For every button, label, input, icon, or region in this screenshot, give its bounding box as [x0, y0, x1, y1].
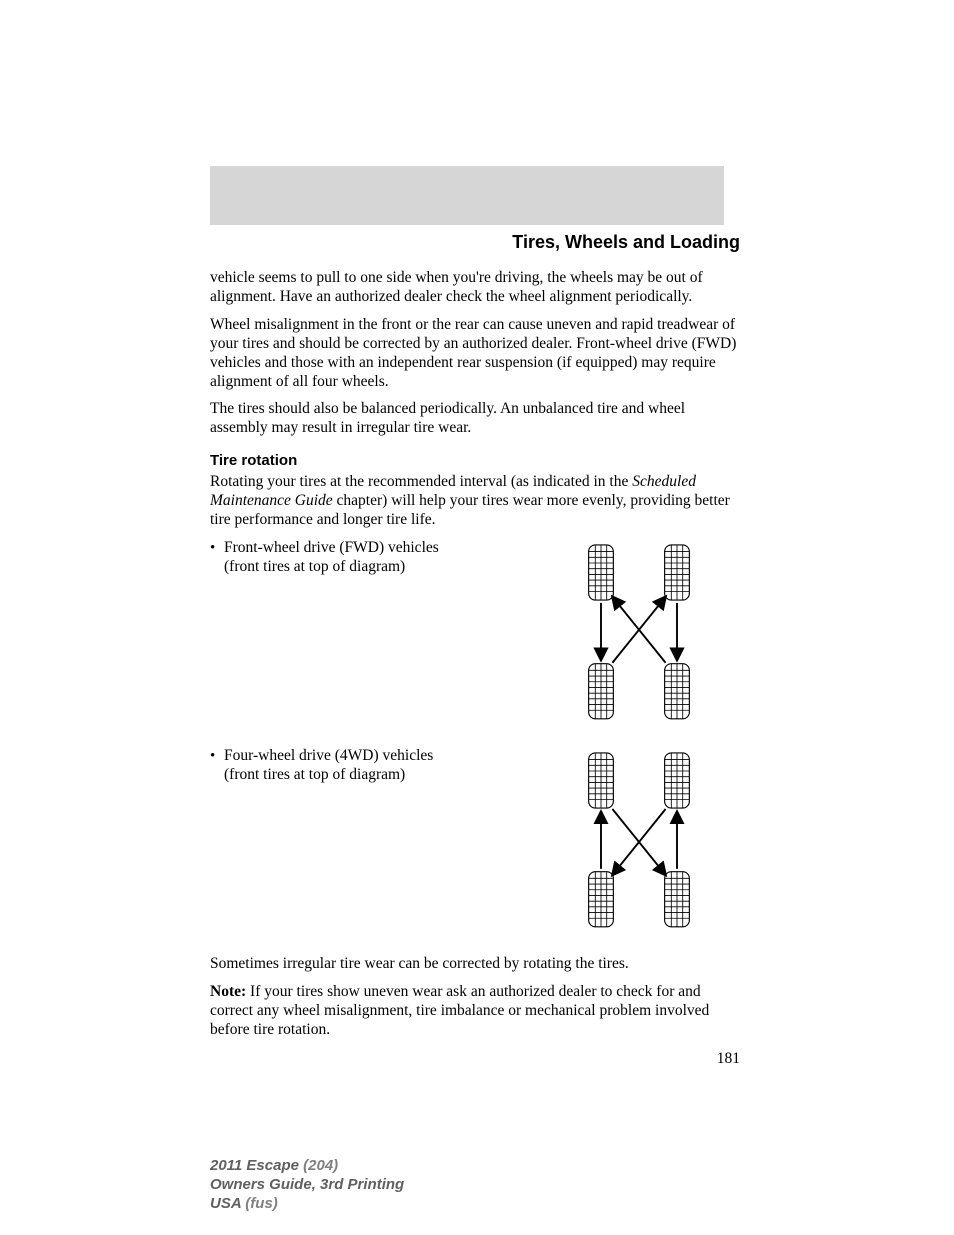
tire-rl-2	[589, 872, 614, 927]
bullet2-line2: (front tires at top of diagram)	[224, 766, 405, 783]
section-heading-tire-rotation: Tire rotation	[210, 452, 740, 469]
page-content: Tires, Wheels and Loading vehicle seems …	[210, 232, 740, 1068]
diagram-4wd	[544, 747, 734, 947]
paragraph-1: vehicle seems to pull to one side when y…	[210, 269, 740, 307]
fwd-rotation-svg	[544, 539, 734, 739]
paragraph-4: Rotating your tires at the recommended i…	[210, 473, 740, 530]
footer: 2011 Escape (204) Owners Guide, 3rd Prin…	[210, 1157, 404, 1213]
bullet-row-4wd: Four-wheel drive (4WD) vehicles (front t…	[210, 747, 740, 947]
diagram-fwd	[544, 539, 734, 739]
footer-suffix: (fus)	[245, 1195, 278, 1212]
arrow-rr-to-fl	[614, 599, 665, 663]
arrow-fl-to-rr	[612, 809, 663, 873]
tire-fr-2	[665, 753, 690, 808]
arrow-rl-to-fr	[612, 599, 663, 663]
arrow-fr-to-rl	[614, 809, 665, 873]
tire-fr	[665, 545, 690, 600]
tire-fl	[589, 545, 614, 600]
footer-country: USA	[210, 1195, 241, 1212]
tire-fl-2	[589, 753, 614, 808]
header-gray-box	[210, 166, 724, 225]
paragraph-5: Sometimes irregular tire wear can be cor…	[210, 955, 740, 974]
bullet1-line2: (front tires at top of diagram)	[224, 558, 405, 575]
footer-model: 2011 Escape	[210, 1157, 299, 1174]
paragraph-2: Wheel misalignment in the front or the r…	[210, 316, 740, 392]
para6-bold: Note:	[210, 983, 246, 1000]
bullet-4wd: Four-wheel drive (4WD) vehicles (front t…	[210, 747, 534, 785]
bullet2-line1: Four-wheel drive (4WD) vehicles	[224, 747, 433, 764]
tire-rr-2	[665, 872, 690, 927]
bullet-fwd: Front-wheel drive (FWD) vehicles (front …	[210, 539, 534, 577]
footer-code: (204)	[303, 1157, 338, 1174]
footer-guide: Owners Guide, 3rd Printing	[210, 1176, 404, 1193]
para4-pre: Rotating your tires at the recommended i…	[210, 473, 632, 490]
paragraph-6: Note: If your tires show uneven wear ask…	[210, 983, 740, 1040]
bullet1-line1: Front-wheel drive (FWD) vehicles	[224, 539, 439, 556]
tire-rr	[665, 664, 690, 719]
fourwd-rotation-svg	[544, 747, 734, 947]
chapter-title: Tires, Wheels and Loading	[210, 232, 740, 253]
paragraph-3: The tires should also be balanced period…	[210, 400, 740, 438]
para6-rest: If your tires show uneven wear ask an au…	[210, 983, 709, 1038]
bullet-row-fwd: Front-wheel drive (FWD) vehicles (front …	[210, 539, 740, 739]
tire-rl	[589, 664, 614, 719]
page-number: 181	[210, 1050, 740, 1068]
